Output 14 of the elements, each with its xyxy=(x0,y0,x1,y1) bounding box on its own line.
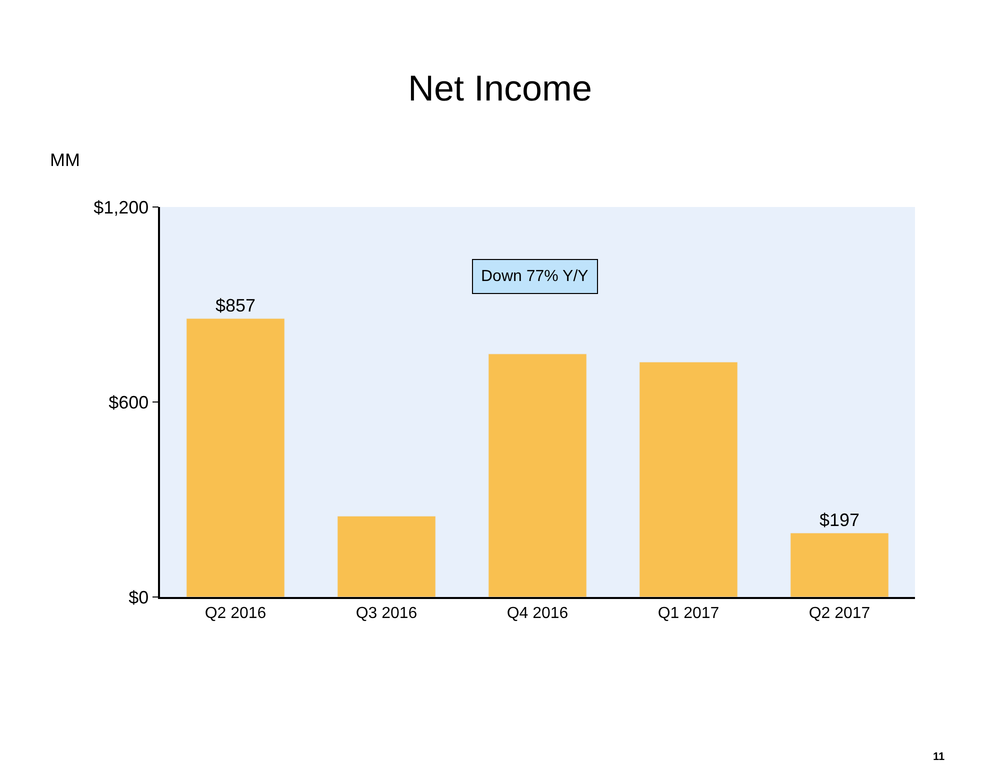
x-tick-label: Q2 2017 xyxy=(808,604,870,622)
y-tick-label: $0 xyxy=(128,587,149,608)
x-tick-label: Q2 2016 xyxy=(204,604,266,622)
y-tick-label: $1,200 xyxy=(94,197,149,218)
chart-title: Net Income xyxy=(408,68,592,109)
y-axis-title: MM xyxy=(50,150,80,170)
y-tick-label: $600 xyxy=(108,392,149,412)
x-tick-label: Q1 2017 xyxy=(658,604,720,622)
annotation: Down 77% Y/Y xyxy=(481,268,589,285)
text: 11 xyxy=(933,751,945,763)
data-label: $857 xyxy=(215,295,256,316)
x-tick-label: Q4 2016 xyxy=(506,604,568,622)
x-tick-label: Q3 2016 xyxy=(356,604,418,622)
data-label: $197 xyxy=(819,510,860,530)
